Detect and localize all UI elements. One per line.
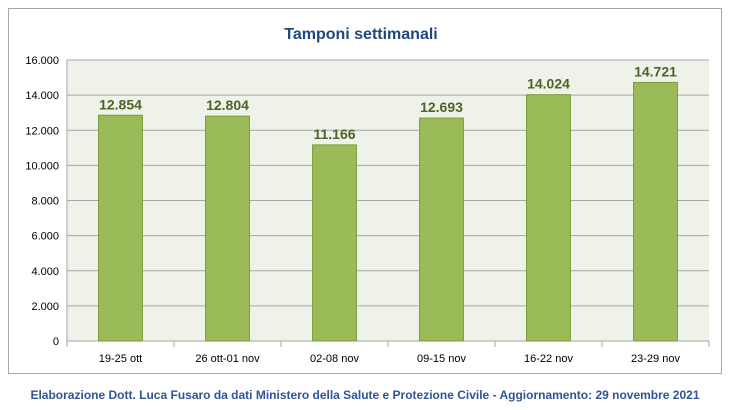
bars: [98, 81, 678, 342]
x-tick-label: 23-29 nov: [631, 353, 680, 365]
y-tick-label: 10.000: [25, 160, 59, 172]
x-tick-label: 16-22 nov: [524, 353, 573, 365]
chart-title: Tamponi settimanali: [284, 26, 438, 43]
bar: [98, 114, 143, 342]
y-axis-tick-labels: 0 2.000 4.000 6.000 8.000 10.000 12.000 14.000 1…: [25, 55, 59, 348]
x-tick-label: 09-15 nov: [417, 353, 466, 365]
source-caption: Elaborazione Dott. Luca Fusaro da dati M…: [30, 388, 700, 402]
bar-value-label: 11.166: [313, 126, 355, 142]
bar-value-label: 12.804: [206, 97, 249, 113]
x-tick-label: 02-08 nov: [310, 353, 359, 365]
y-tick-label: 12.000: [25, 125, 59, 137]
bar-value-label: 14.721: [634, 63, 677, 79]
y-tick-label: 2.000: [31, 301, 59, 313]
y-tick-label: 4.000: [31, 266, 59, 278]
bar: [526, 94, 571, 342]
bar-chart: Tamponi settimanali 0 2.000 4.000 6.000 8.00…: [25, 26, 710, 365]
bar: [419, 117, 464, 342]
gridlines: [66, 59, 710, 347]
x-tick-label: 26 ott-01 nov: [195, 353, 260, 365]
bar: [312, 144, 357, 342]
y-tick-label: 8.000: [31, 196, 59, 208]
y-tick-label: 16.000: [25, 55, 59, 67]
bar: [633, 81, 678, 342]
data-labels: 12.854 12.804 11.166 12.693 14.024 14.721: [99, 63, 677, 141]
bar: [205, 115, 250, 342]
chart-frame: Tamponi settimanali 0 2.000 4.000 6.000 8.00…: [8, 8, 722, 374]
bar-value-label: 12.854: [99, 96, 142, 112]
y-tick-label: 14.000: [25, 90, 59, 102]
y-tick-label: 0: [53, 336, 59, 348]
y-tick-label: 6.000: [31, 231, 59, 243]
bar-value-label: 12.693: [420, 99, 463, 115]
x-axis-tick-labels: 19-25 ott 26 ott-01 nov 02-08 nov 09-15 nov…: [99, 353, 681, 365]
x-tick-label: 19-25 ott: [99, 353, 142, 365]
bar-value-label: 14.024: [527, 76, 570, 92]
